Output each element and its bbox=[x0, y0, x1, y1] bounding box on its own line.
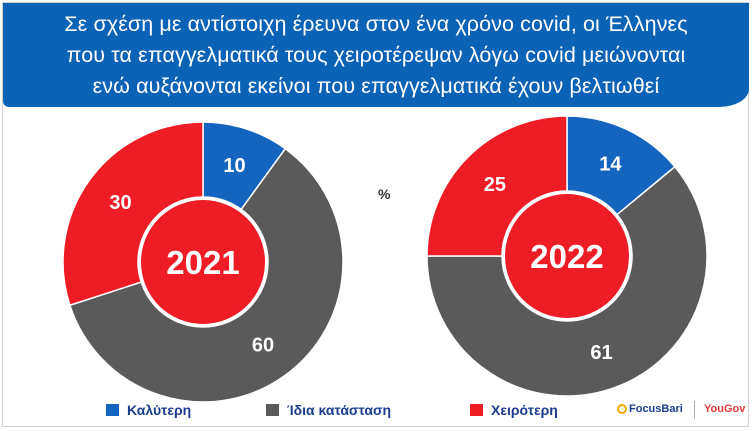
center-year-label: 2022 bbox=[530, 238, 603, 275]
legend-item-same: Ίδια κατάσταση bbox=[266, 402, 391, 418]
yougov-logo: YouGov bbox=[704, 403, 746, 415]
legend-item-better: Καλύτερη bbox=[106, 402, 191, 418]
title-line: ενώ αυξάνονται εκείνοι που επαγγελματικά… bbox=[92, 74, 660, 98]
title-line: που τα επαγγελματικά τους χειροτέρεψαν λ… bbox=[66, 43, 686, 67]
focusbari-mark-icon bbox=[617, 404, 627, 414]
donut-segment-2021-3 bbox=[62, 121, 204, 307]
center-circle bbox=[141, 200, 265, 324]
slide-title: Σε σχέση με αντίστοιχη έρευνα στον ένα χ… bbox=[3, 9, 749, 102]
legend-label: Χειρότερη bbox=[491, 402, 558, 418]
donut-segment-2022-3 bbox=[426, 115, 568, 257]
focusbari-logo: FocusBari bbox=[617, 403, 683, 415]
logo-divider bbox=[694, 401, 695, 419]
legend-item-worse: Χειρότερη bbox=[470, 402, 558, 418]
title-banner: Σε σχέση με αντίστοιχη έρευνα στον ένα χ… bbox=[3, 3, 749, 107]
data-label-2021-3: 30 bbox=[109, 192, 131, 214]
data-label-2022-1: 14 bbox=[599, 154, 622, 176]
focusbari-name: FocusBari bbox=[629, 403, 683, 415]
donut-segment-2022-2 bbox=[426, 165, 708, 397]
legend-label: Ίδια κατάσταση bbox=[287, 402, 392, 418]
data-label-2021-1: 10 bbox=[223, 155, 245, 177]
legend-swatch-better bbox=[106, 404, 119, 416]
legend-swatch-worse bbox=[470, 404, 483, 416]
legend-label: Καλύτερη bbox=[127, 402, 192, 418]
center-circle bbox=[505, 194, 629, 318]
legend: Καλύτερη Ίδια κατάσταση Χειρότερη bbox=[0, 399, 753, 425]
legend-swatch-same bbox=[266, 404, 279, 416]
percent-unit-label: % bbox=[378, 186, 391, 202]
data-label-2021-2: 60 bbox=[252, 335, 274, 357]
data-label-2022-2: 61 bbox=[590, 342, 612, 364]
title-line: Σε σχέση με αντίστοιχη έρευνα στον ένα χ… bbox=[64, 12, 688, 36]
donut-segment-2021-2 bbox=[68, 147, 344, 403]
slide-frame bbox=[2, 2, 749, 427]
center-year-label: 2021 bbox=[166, 244, 239, 281]
data-label-2022-3: 25 bbox=[484, 174, 506, 196]
